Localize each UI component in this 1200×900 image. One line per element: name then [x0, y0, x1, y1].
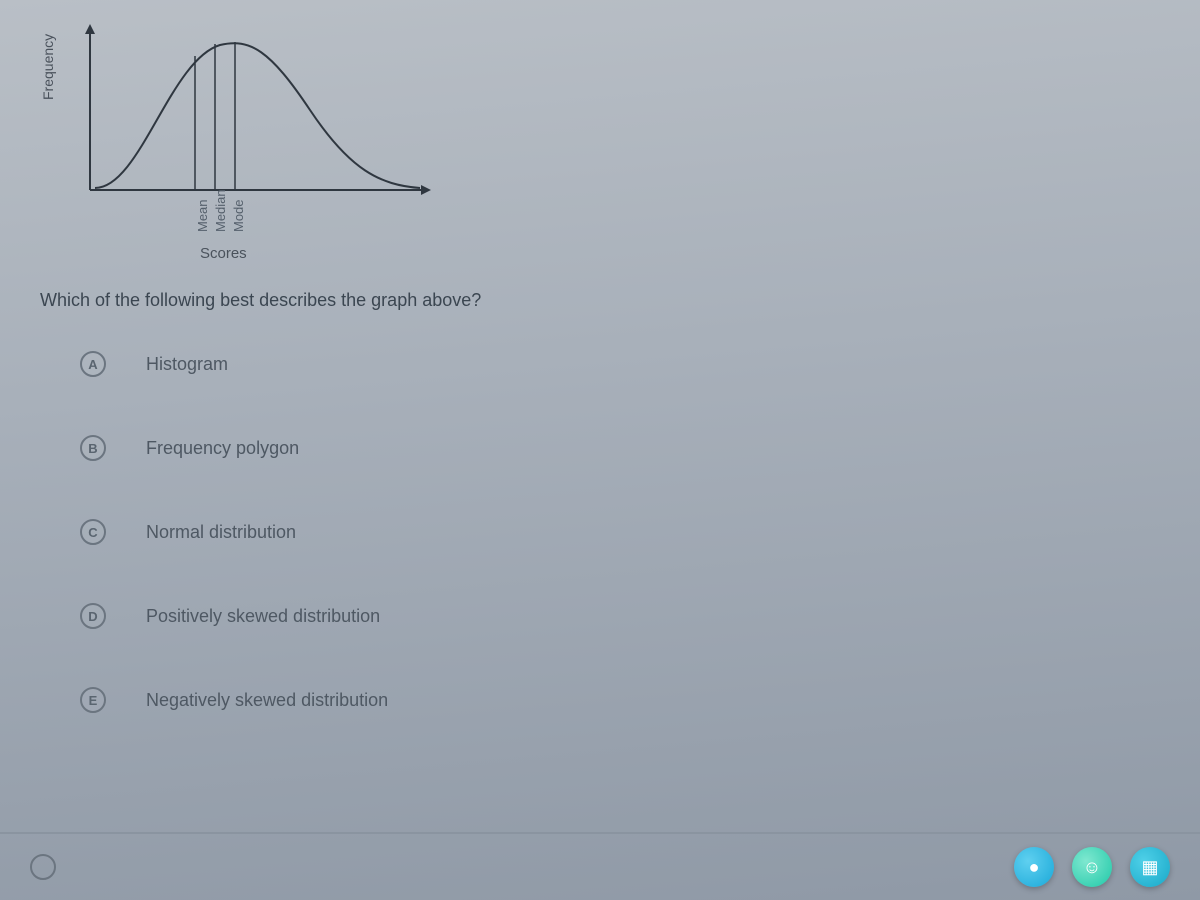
- option-b[interactable]: B Frequency polygon: [80, 435, 1160, 461]
- distribution-chart: Frequency Mean Median Mode Scores: [50, 20, 450, 250]
- option-d[interactable]: D Positively skewed distribution: [80, 603, 1160, 629]
- option-e[interactable]: E Negatively skewed distribution: [80, 687, 1160, 713]
- option-a[interactable]: A Histogram: [80, 351, 1160, 377]
- option-bubble: E: [80, 687, 106, 713]
- option-label: Positively skewed distribution: [146, 606, 380, 627]
- question-panel: Frequency Mean Median Mode Scores Which …: [30, 20, 1160, 713]
- option-label: Negatively skewed distribution: [146, 690, 388, 711]
- option-label: Normal distribution: [146, 522, 296, 543]
- option-label: Histogram: [146, 354, 228, 375]
- question-text: Which of the following best describes th…: [40, 290, 1160, 311]
- option-bubble: B: [80, 435, 106, 461]
- footer-bar: ● ☺ ▦: [0, 832, 1200, 900]
- option-c[interactable]: C Normal distribution: [80, 519, 1160, 545]
- option-bubble: C: [80, 519, 106, 545]
- record-icon[interactable]: ●: [1014, 847, 1054, 887]
- option-label: Frequency polygon: [146, 438, 299, 459]
- vline-label-median: Median: [213, 189, 228, 232]
- options-list: A Histogram B Frequency polygon C Normal…: [80, 351, 1160, 713]
- footer-nav-circle[interactable]: [30, 854, 56, 880]
- option-bubble: A: [80, 351, 106, 377]
- option-bubble: D: [80, 603, 106, 629]
- vline-label-mean: Mean: [195, 199, 210, 232]
- chart-svg: [50, 20, 450, 200]
- calc-icon[interactable]: ▦: [1130, 847, 1170, 887]
- support-icon[interactable]: ☺: [1072, 847, 1112, 887]
- y-axis-label: Frequency: [40, 34, 56, 100]
- vline-label-mode: Mode: [231, 199, 246, 232]
- x-axis-label: Scores: [200, 245, 247, 262]
